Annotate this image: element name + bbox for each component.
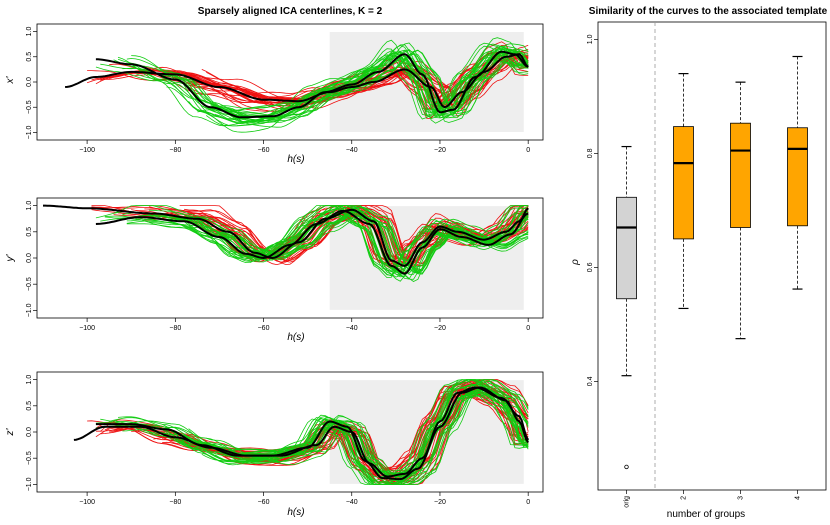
- x-tick-label: −20: [434, 499, 446, 506]
- y-tick-label: 0.0: [26, 253, 33, 263]
- green-curve: [95, 54, 529, 114]
- group-template-curve: [95, 209, 529, 275]
- template-curve: [43, 204, 529, 267]
- green-curve: [95, 379, 529, 485]
- y-tick-label: −1.0: [26, 125, 33, 139]
- x-tick-label: −100: [79, 499, 95, 506]
- category-label: 2: [681, 496, 688, 500]
- y-tick-label: 1.0: [26, 27, 33, 37]
- x-tick-label: −40: [346, 499, 358, 506]
- y-tick-label: −0.5: [26, 277, 33, 291]
- category-label: 3: [738, 496, 745, 500]
- y-tick-label: 0.8: [587, 148, 594, 158]
- x-tick-label: −20: [434, 147, 446, 154]
- green-curve: [126, 37, 529, 133]
- y-tick-label: −0.5: [26, 451, 33, 465]
- y-tick-label: 0.0: [26, 427, 33, 437]
- box-4: [787, 127, 808, 227]
- y-tick-label: −1.0: [26, 477, 33, 491]
- x-tick-label: −40: [346, 147, 358, 154]
- panel-y-prime: −100 −80 −60 −40 −20 0 −1.0 −0.5 0.0 0.5 1.0: [26, 197, 544, 332]
- category-label: orig: [624, 496, 631, 508]
- x-tick-label: 0: [526, 147, 530, 154]
- category-label: 4: [795, 496, 802, 500]
- y-tick-label: 0.5: [26, 401, 33, 411]
- group-template-curve: [95, 50, 529, 119]
- x-tick-label: 0: [526, 325, 530, 332]
- y-tick-label: 0.0: [26, 77, 33, 87]
- left-title: Sparsely aligned ICA centerlines, K = 2: [198, 6, 383, 17]
- x-tick-label: −60: [258, 499, 270, 506]
- boxplot-xlabel: number of groups: [667, 509, 745, 520]
- xlabel-panel-1: h(s): [287, 154, 304, 165]
- box-3: [730, 122, 751, 228]
- panel-z-prime: −100 −80 −60 −40 −20 0 −1.0 −0.5 0.0 0.5 1.0: [26, 371, 544, 506]
- boxplot-ylabel: ρ: [570, 259, 581, 266]
- green-curve: [122, 390, 529, 478]
- boxplot-frame: [597, 21, 827, 491]
- outlier-point: [624, 464, 629, 470]
- x-tick-label: −80: [169, 325, 181, 332]
- x-tick-label: 0: [526, 499, 530, 506]
- y-tick-label: −0.5: [26, 100, 33, 114]
- boxplot-panel: orig 2 3 4 0.4 0.6 0.8 1.0: [587, 21, 827, 508]
- y-tick-label: 0.6: [587, 262, 594, 272]
- x-tick-label: −40: [346, 325, 358, 332]
- ylabel-panel-1: x': [5, 75, 16, 84]
- y-tick-label: −1.0: [26, 303, 33, 317]
- x-tick-label: −100: [79, 147, 95, 154]
- panel-x-prime: −100 −80 −60 −40 −20 0 −1.0 −0.5 0.0 0.5 1.0: [26, 23, 544, 154]
- box-orig: [616, 196, 637, 300]
- y-tick-label: 0.5: [26, 52, 33, 62]
- group-template-curve: [95, 386, 530, 481]
- x-tick-label: −20: [434, 325, 446, 332]
- xlabel-panel-2: h(s): [287, 332, 304, 343]
- x-tick-label: −100: [79, 325, 95, 332]
- template-curve: [65, 53, 529, 109]
- green-curve: [214, 379, 529, 485]
- green-curve: [179, 207, 529, 275]
- right-title: Similarity of the curves to the associat…: [589, 6, 828, 17]
- green-curve: [113, 384, 529, 485]
- y-tick-label: 1.0: [26, 375, 33, 385]
- x-tick-label: −60: [258, 325, 270, 332]
- green-curve: [162, 389, 529, 478]
- ylabel-panel-2: y': [5, 253, 16, 262]
- x-tick-label: −80: [169, 147, 181, 154]
- y-tick-label: 1.0: [587, 34, 594, 44]
- green-curve: [95, 379, 529, 485]
- xlabel-panel-3: h(s): [287, 507, 304, 518]
- green-curve: [113, 205, 529, 282]
- ylabel-panel-3: z': [5, 427, 16, 436]
- green-curve: [126, 215, 529, 271]
- y-tick-label: 0.5: [26, 227, 33, 237]
- y-tick-label: 0.4: [587, 376, 594, 386]
- green-curve: [210, 53, 529, 109]
- box-2: [673, 126, 694, 240]
- x-tick-label: −80: [169, 499, 181, 506]
- y-tick-label: 1.0: [26, 201, 33, 211]
- x-tick-label: −60: [258, 147, 270, 154]
- red-curve: [184, 54, 529, 107]
